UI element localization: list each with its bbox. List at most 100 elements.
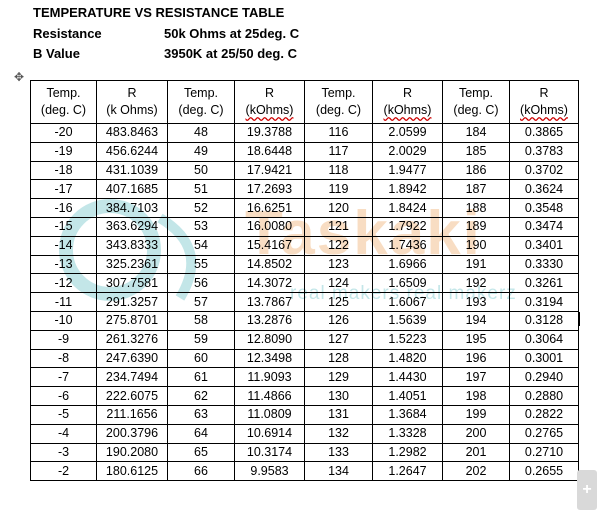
table-body: -20 483.8463 48 19.3788 116 2.0599 184 0.3865 -1… xyxy=(30,123,579,482)
temperature-cell: 126 xyxy=(304,310,373,331)
document-header: TEMPERATURE VS RESISTANCE TABLE Resistan… xyxy=(33,3,299,65)
temperature-cell: 66 xyxy=(167,461,235,482)
temperature-cell: 55 xyxy=(167,254,235,275)
plus-icon[interactable]: + xyxy=(577,470,597,510)
resistance-cell: 1.5639 xyxy=(372,310,443,331)
column-header-unit: (kOhms) xyxy=(520,103,568,117)
resistance-cell: 275.8701 xyxy=(96,310,168,331)
resistance-cell: 10.6914 xyxy=(234,423,305,444)
resistance-cell: 11.0809 xyxy=(234,404,305,425)
temperature-cell: 118 xyxy=(304,160,373,181)
temperature-cell: 60 xyxy=(167,348,235,369)
bvalue-spec: B Value 3950K at 25/50 deg. C xyxy=(33,44,299,65)
temperature-cell: 120 xyxy=(304,198,373,218)
temperature-cell: 185 xyxy=(442,141,510,162)
temperature-cell: 189 xyxy=(442,216,510,237)
resistance-cell: 1.8424 xyxy=(372,198,443,218)
bvalue-value: 3950K at 25/50 deg. C xyxy=(164,46,297,61)
resistance-cell: 0.2655 xyxy=(509,461,579,482)
resistance-cell: 15.4167 xyxy=(234,235,305,256)
column-header: R (kOhms) xyxy=(509,80,579,124)
temperature-cell: 129 xyxy=(304,367,373,388)
resistance-cell: 247.6390 xyxy=(96,348,168,369)
resistance-cell: 0.3330 xyxy=(509,254,579,275)
temperature-cell: -13 xyxy=(30,254,97,275)
move-arrows-icon[interactable]: ✥ xyxy=(13,70,25,84)
table-header-row: Temp. (deg. C) R (k Ohms) Temp. (deg. C) R (kOh… xyxy=(30,80,579,124)
text-cursor xyxy=(578,312,580,326)
table-title: TEMPERATURE VS RESISTANCE TABLE xyxy=(33,5,285,20)
table-row: -4 200.3796 64 10.6914 132 1.3328 200 0.2765 xyxy=(30,423,579,444)
resistance-cell: 11.4866 xyxy=(234,386,305,406)
column-header: Temp. (deg. C) xyxy=(442,80,510,124)
temperature-cell: 119 xyxy=(304,179,373,200)
resistance-cell: 261.3276 xyxy=(96,329,168,350)
table-row: -14 343.8333 54 15.4167 122 1.7436 190 0.3401 xyxy=(30,235,579,256)
resistance-cell: 1.3328 xyxy=(372,423,443,444)
table-row: -10 275.8701 58 13.2876 126 1.5639 194 0.3128 xyxy=(30,310,579,331)
table-row: -3 190.2080 65 10.3174 133 1.2982 201 0.2710 xyxy=(30,442,579,463)
temperature-cell: 125 xyxy=(304,292,373,312)
resistance-cell: 12.3498 xyxy=(234,348,305,369)
temperature-cell: -20 xyxy=(30,123,97,143)
resistance-cell: 363.6294 xyxy=(96,216,168,237)
column-header: R (kOhms) xyxy=(234,80,305,124)
resistance-cell: 17.2693 xyxy=(234,179,305,200)
resistance-cell: 0.3194 xyxy=(509,292,579,312)
resistance-cell: 291.3257 xyxy=(96,292,168,312)
resistance-cell: 0.3401 xyxy=(509,235,579,256)
resistance-cell: 0.3624 xyxy=(509,179,579,200)
temperature-cell: 187 xyxy=(442,179,510,200)
column-header-unit: (deg. C) xyxy=(315,103,362,117)
resistance-cell: 1.7436 xyxy=(372,235,443,256)
resistance-table: Temp. (deg. C) R (k Ohms) Temp. (deg. C) R (kOh… xyxy=(30,80,579,482)
resistance-cell: 0.3261 xyxy=(509,273,579,294)
column-header: R (kOhms) xyxy=(372,80,443,124)
resistance-cell: 0.3783 xyxy=(509,141,579,162)
column-header: Temp. (deg. C) xyxy=(167,80,235,124)
column-header-top: R xyxy=(264,86,275,100)
column-header-top: Temp. xyxy=(183,86,219,100)
column-header: R (k Ohms) xyxy=(96,80,168,124)
temperature-cell: 127 xyxy=(304,329,373,350)
temperature-cell: -17 xyxy=(30,179,97,200)
temperature-cell: 195 xyxy=(442,329,510,350)
resistance-cell: 190.2080 xyxy=(96,442,168,463)
resistance-cell: 431.1039 xyxy=(96,160,168,181)
resistance-cell: 16.6251 xyxy=(234,198,305,218)
temperature-cell: -2 xyxy=(30,461,97,482)
table-row: -12 307.7581 56 14.3072 124 1.6509 192 0.3261 xyxy=(30,273,579,294)
column-header: Temp. (deg. C) xyxy=(30,80,97,124)
resistance-cell: 343.8333 xyxy=(96,235,168,256)
temperature-cell: 191 xyxy=(442,254,510,275)
table-row: -2 180.6125 66 9.9583 134 1.2647 202 0.2655 xyxy=(30,461,579,482)
resistance-cell: 1.5223 xyxy=(372,329,443,350)
resistance-cell: 0.3064 xyxy=(509,329,579,350)
table-row: -13 325.2361 55 14.8502 123 1.6966 191 0.3330 xyxy=(30,254,579,275)
temperature-cell: 131 xyxy=(304,404,373,425)
resistance-cell: 1.8942 xyxy=(372,179,443,200)
column-header-top: Temp. xyxy=(321,86,356,100)
temperature-cell: -6 xyxy=(30,386,97,406)
temperature-cell: 186 xyxy=(442,160,510,181)
resistance-label: Resistance xyxy=(33,25,102,41)
resistance-cell: 0.3702 xyxy=(509,160,579,181)
resistance-cell: 1.4051 xyxy=(372,386,443,406)
temperature-cell: -7 xyxy=(30,367,97,388)
resistance-cell: 0.2940 xyxy=(509,367,579,388)
temperature-cell: 54 xyxy=(167,235,235,256)
column-header-unit: (kOhms) xyxy=(245,103,294,117)
resistance-cell: 0.3474 xyxy=(509,216,579,237)
table-row: -18 431.1039 50 17.9421 118 1.9477 186 0.3702 xyxy=(30,160,579,181)
temperature-cell: -18 xyxy=(30,160,97,181)
temperature-cell: 200 xyxy=(442,423,510,444)
temperature-cell: 58 xyxy=(167,310,235,331)
resistance-cell: 483.8463 xyxy=(96,123,168,143)
resistance-cell: 1.4430 xyxy=(372,367,443,388)
temperature-cell: 201 xyxy=(442,442,510,463)
temperature-cell: 63 xyxy=(167,404,235,425)
temperature-cell: 64 xyxy=(167,423,235,444)
temperature-cell: 53 xyxy=(167,216,235,237)
resistance-cell: 12.8090 xyxy=(234,329,305,350)
temperature-cell: 192 xyxy=(442,273,510,294)
